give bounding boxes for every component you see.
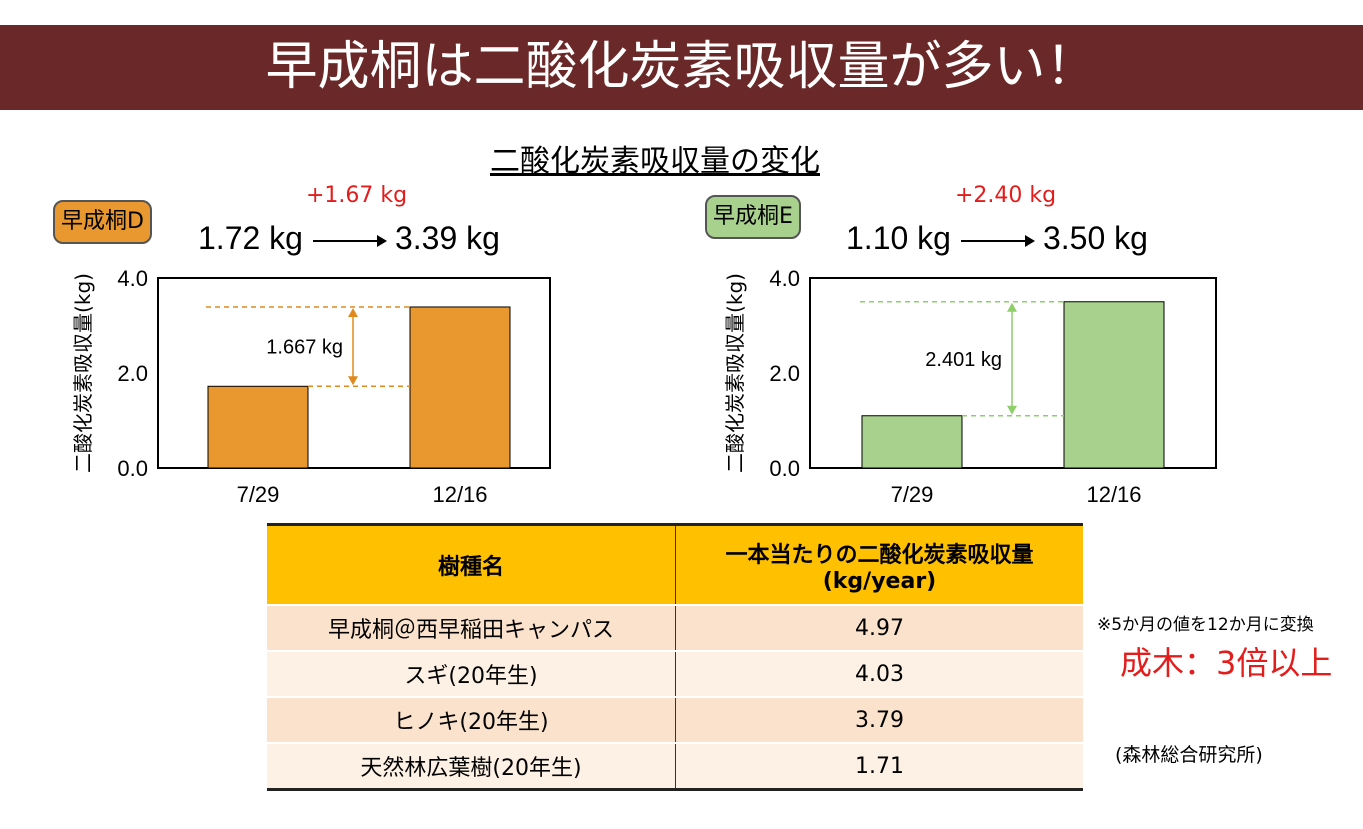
difference-label: 2.401 kg [925,349,1002,371]
arrow-head-down [348,376,358,386]
arrow-head-down [1007,405,1017,415]
plot-frame [809,277,1217,469]
header-absorption: 一本当たりの二酸化炭素吸収量 (kg/year) [675,523,1083,606]
from-d: 1.72 kg [198,220,303,256]
y-tick-label: 0.0 [769,456,800,481]
y-axis-label: 二酸化炭素吸収量(kg) [71,273,95,473]
table-row: ヒノキ(20年生) 3.79 [267,697,1083,744]
chart-subtitle: 二酸化炭素吸収量の変化 [490,144,820,179]
plot-frame [157,277,551,469]
species-cell: スギ(20年生) [267,651,676,698]
bar-7/29 [861,415,963,469]
species-cell: 天然林広葉樹(20年生) [267,743,676,791]
value-cell: 4.97 [675,605,1083,652]
to-e: 3.50 kg [1042,220,1148,256]
arrow-icon [960,234,1035,247]
from-e: 1.10 kg [846,220,951,256]
value-cell: 4.03 [675,651,1083,698]
species-cell: ヒノキ(20年生) [267,697,676,744]
table-row: 天然林広葉樹(20年生) 1.71 [267,743,1083,791]
arrow-head-up [348,307,358,317]
arrow-icon [312,234,387,247]
bar-12/16 [409,306,511,469]
delta-e: +2.40 kg [955,183,1057,208]
table-row: スギ(20年生) 4.03 [267,651,1083,698]
absorption-table: 樹種名 一本当たりの二酸化炭素吸収量 (kg/year) 早成桐＠西早稲田キャンパ… [267,523,1083,791]
change-e: 1.10 kg 3.50 kg [846,220,1148,257]
y-tick-label: 4.0 [117,266,148,291]
y-tick-label: 2.0 [117,361,148,386]
y-tick-label: 4.0 [769,266,800,291]
title-banner: 早成桐は二酸化炭素吸収量が多い！ [0,25,1363,110]
bar-7/29 [207,385,309,469]
y-tick-label: 0.0 [117,456,148,481]
x-tick-label: 7/29 [237,482,280,507]
value-cell: 3.79 [675,697,1083,744]
change-d: 1.72 kg 3.39 kg [198,220,500,257]
header-species: 樹種名 [267,523,676,606]
x-tick-label: 12/16 [432,482,487,507]
x-tick-label: 12/16 [1086,482,1141,507]
y-axis-label: 二酸化炭素吸収量(kg) [723,273,747,473]
bar-charts: 0.0 2.0 4.0 二酸化炭素吸収量(kg) 7/29 12/16 1.667 kg 0.… [71,266,1217,507]
arrow-head-up [1007,302,1017,312]
source-note: (森林総合研究所) [1115,744,1263,766]
to-d: 3.39 kg [394,220,500,256]
tree-e-badge: 早成桐E [705,195,801,239]
conversion-note: ※5か月の値を12か月に変換 [1097,615,1314,635]
bar-12/16 [1063,301,1165,469]
tree-d-badge: 早成桐D [53,200,152,244]
difference-label: 1.667 kg [266,337,343,359]
highlight-note: 成木：3倍以上 [1120,644,1333,682]
x-tick-label: 7/29 [891,482,934,507]
table-row: 早成桐＠西早稲田キャンパス 4.97 [267,605,1083,652]
y-tick-label: 2.0 [769,361,800,386]
species-cell: 早成桐＠西早稲田キャンパス [267,605,676,652]
delta-d: +1.67 kg [306,183,408,208]
value-cell: 1.71 [675,743,1083,791]
